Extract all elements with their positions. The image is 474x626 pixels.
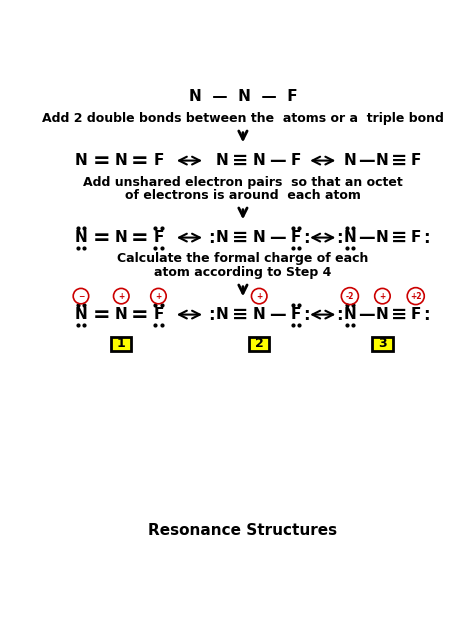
- Text: =: =: [92, 151, 110, 171]
- Text: :: :: [303, 305, 310, 324]
- Text: N: N: [74, 230, 87, 245]
- Text: ≡: ≡: [391, 228, 407, 247]
- Text: F: F: [291, 307, 301, 322]
- Text: :: :: [423, 305, 430, 324]
- Text: ≡: ≡: [232, 228, 249, 247]
- Text: Calculate the formal charge of each: Calculate the formal charge of each: [117, 252, 369, 265]
- Text: 3: 3: [378, 337, 387, 351]
- Text: —: —: [269, 305, 286, 324]
- Text: N: N: [253, 230, 265, 245]
- Text: +: +: [379, 292, 385, 300]
- Text: N: N: [253, 307, 265, 322]
- Text: +: +: [256, 292, 262, 300]
- Text: of electrons is around  each atom: of electrons is around each atom: [125, 189, 361, 202]
- Text: N  —  N  —  F: N — N — F: [189, 89, 297, 104]
- Text: −: −: [78, 292, 84, 300]
- Text: +2: +2: [410, 292, 421, 300]
- Text: =: =: [131, 151, 149, 171]
- Text: =: =: [131, 228, 149, 248]
- Text: N: N: [74, 307, 87, 322]
- Text: ≡: ≡: [232, 151, 249, 170]
- Text: ≡: ≡: [232, 305, 249, 324]
- Text: :: :: [336, 228, 342, 247]
- Text: F: F: [153, 307, 164, 322]
- Text: N: N: [115, 153, 128, 168]
- Text: —: —: [269, 151, 286, 170]
- Text: N: N: [115, 230, 128, 245]
- Text: F: F: [291, 153, 301, 168]
- Text: N: N: [115, 307, 128, 322]
- Text: —: —: [269, 228, 286, 247]
- Text: N: N: [344, 307, 356, 322]
- Text: -2: -2: [346, 292, 354, 300]
- Text: N: N: [216, 230, 228, 245]
- Text: :: :: [336, 305, 342, 324]
- Text: 1: 1: [117, 337, 126, 351]
- Text: N: N: [344, 153, 356, 168]
- Text: +: +: [155, 292, 162, 300]
- Bar: [111, 337, 131, 351]
- Text: F: F: [410, 230, 421, 245]
- Text: N: N: [216, 307, 228, 322]
- Bar: [249, 337, 269, 351]
- Text: :: :: [423, 228, 430, 247]
- Text: N: N: [376, 153, 389, 168]
- Text: :: :: [208, 228, 214, 247]
- Text: F: F: [410, 307, 421, 322]
- Text: ≡: ≡: [391, 305, 407, 324]
- Text: atom according to Step 4: atom according to Step 4: [154, 266, 332, 279]
- Text: =: =: [92, 228, 110, 248]
- Text: +: +: [118, 292, 124, 300]
- Text: N: N: [376, 230, 389, 245]
- Text: :: :: [303, 228, 310, 247]
- Text: =: =: [131, 305, 149, 325]
- Text: —: —: [358, 151, 374, 170]
- Text: Add 2 double bonds between the  atoms or a  triple bond: Add 2 double bonds between the atoms or …: [42, 111, 444, 125]
- Text: ≡: ≡: [391, 151, 407, 170]
- Text: =: =: [92, 305, 110, 325]
- Text: N: N: [376, 307, 389, 322]
- Text: F: F: [410, 153, 421, 168]
- Text: N: N: [253, 153, 265, 168]
- Text: F: F: [153, 153, 164, 168]
- Text: F: F: [291, 230, 301, 245]
- Text: N: N: [344, 230, 356, 245]
- Text: —: —: [358, 228, 374, 247]
- Text: Resonance Structures: Resonance Structures: [148, 523, 337, 538]
- Text: N: N: [216, 153, 228, 168]
- Text: Add unshared electron pairs  so that an octet: Add unshared electron pairs so that an o…: [83, 176, 403, 188]
- Text: F: F: [153, 230, 164, 245]
- Text: 2: 2: [255, 337, 264, 351]
- Text: N: N: [74, 153, 87, 168]
- Text: —: —: [358, 305, 374, 324]
- Bar: [373, 337, 392, 351]
- Text: :: :: [208, 305, 214, 324]
